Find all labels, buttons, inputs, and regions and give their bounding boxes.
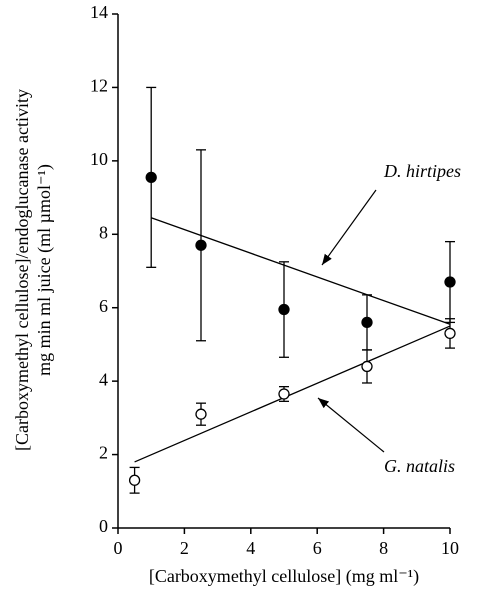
point xyxy=(444,276,456,288)
x-tick-label: 10 xyxy=(441,538,459,558)
x-tick-label: 8 xyxy=(379,538,388,558)
point xyxy=(195,239,207,251)
y-tick-label: 8 xyxy=(99,222,108,242)
point xyxy=(145,171,157,184)
y-tick-label: 14 xyxy=(90,2,108,22)
annotation: D. hirtipes xyxy=(383,161,461,181)
annotation: G. natalis xyxy=(384,456,455,476)
y-tick-label: 10 xyxy=(90,149,108,169)
arrow xyxy=(321,189,377,266)
x-tick-label: 0 xyxy=(114,538,123,558)
point xyxy=(278,388,290,400)
y-axis-label: mg min ml juice (ml µmol⁻¹) xyxy=(34,164,55,376)
fit-line xyxy=(150,217,451,325)
x-tick-label: 4 xyxy=(246,538,255,558)
fit-line xyxy=(134,325,451,463)
x-tick-label: 2 xyxy=(180,538,189,558)
point xyxy=(278,303,290,316)
x-tick-label: 6 xyxy=(313,538,322,558)
point xyxy=(361,360,373,373)
x-axis-label: [Carboxymethyl cellulose] (mg ml⁻¹) xyxy=(149,566,419,587)
y-tick-label: 12 xyxy=(90,76,108,96)
point xyxy=(444,327,456,340)
y-tick-label: 6 xyxy=(99,296,108,316)
point xyxy=(195,408,207,420)
point xyxy=(361,316,373,329)
y-tick-label: 0 xyxy=(99,516,108,536)
y-tick-label: 2 xyxy=(99,443,108,463)
point xyxy=(128,474,141,486)
y-axis-label: [Carboxymethyl cellulose]/endoglucanase … xyxy=(12,89,32,451)
arrow xyxy=(317,397,385,453)
y-tick-label: 4 xyxy=(99,369,108,389)
